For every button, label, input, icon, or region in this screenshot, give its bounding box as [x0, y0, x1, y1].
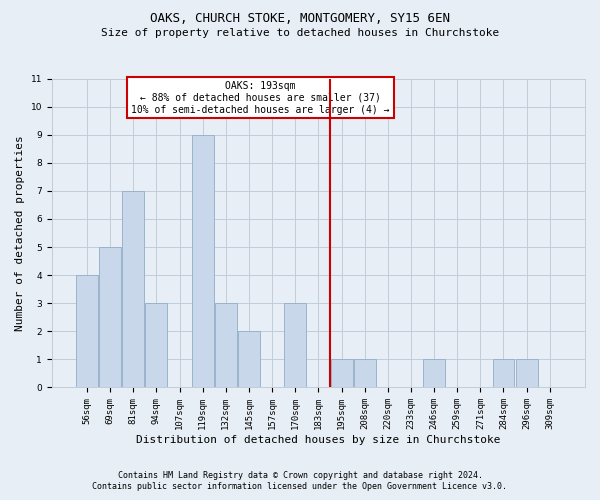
Bar [122, 191, 144, 388]
Bar [284, 303, 306, 388]
Bar [493, 360, 514, 388]
Bar [145, 303, 167, 388]
Bar [331, 360, 353, 388]
Text: Contains HM Land Registry data © Crown copyright and database right 2024.: Contains HM Land Registry data © Crown c… [118, 471, 482, 480]
Text: OAKS: 193sqm
← 88% of detached houses are smaller (37)
10% of semi-detached hous: OAKS: 193sqm ← 88% of detached houses ar… [131, 82, 390, 114]
Text: Size of property relative to detached houses in Churchstoke: Size of property relative to detached ho… [101, 28, 499, 38]
Bar [423, 360, 445, 388]
Bar [353, 360, 376, 388]
Y-axis label: Number of detached properties: Number of detached properties [15, 135, 25, 331]
Bar [215, 303, 237, 388]
Bar [515, 360, 538, 388]
Bar [76, 275, 98, 388]
Bar [99, 247, 121, 388]
Text: OAKS, CHURCH STOKE, MONTGOMERY, SY15 6EN: OAKS, CHURCH STOKE, MONTGOMERY, SY15 6EN [150, 12, 450, 26]
X-axis label: Distribution of detached houses by size in Churchstoke: Distribution of detached houses by size … [136, 435, 500, 445]
Bar [192, 134, 214, 388]
Bar [238, 332, 260, 388]
Text: Contains public sector information licensed under the Open Government Licence v3: Contains public sector information licen… [92, 482, 508, 491]
